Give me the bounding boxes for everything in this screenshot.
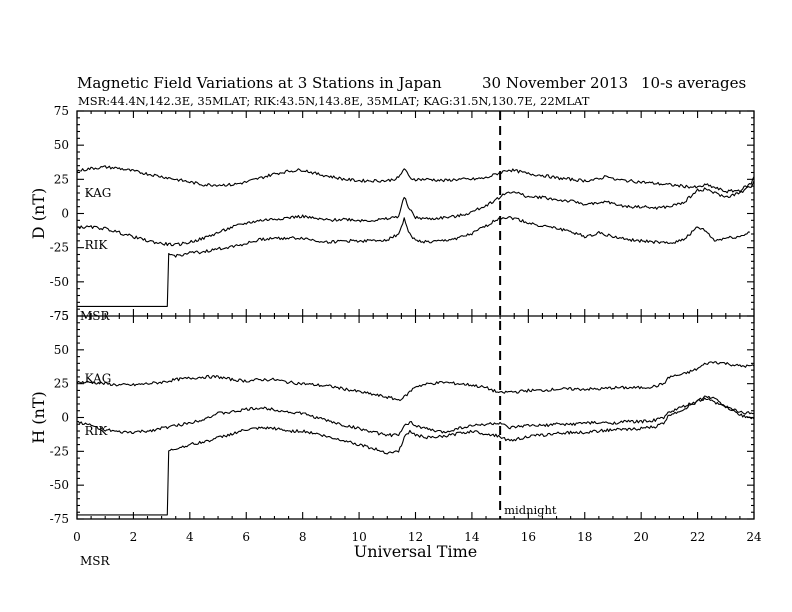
x-tick-label: 0 [73, 530, 81, 544]
x-tick-label: 8 [299, 530, 307, 544]
series-label-rik: RIK [85, 238, 109, 252]
series-label-kag: KAG [85, 371, 112, 385]
series-trace-d-kag [76, 165, 755, 194]
y-tick-label: 0 [61, 207, 69, 221]
y-tick-label: -75 [50, 309, 69, 323]
series-label-rik: RIK [85, 424, 109, 438]
y-tick-label: -25 [50, 444, 69, 458]
y-tick-label: 75 [54, 104, 69, 118]
series-trace-h-rik [77, 395, 755, 516]
y-ticks-h [76, 315, 755, 520]
y-tick-label: 75 [54, 309, 69, 323]
y-tick-label: 0 [61, 411, 69, 425]
y-tick-label: -50 [50, 478, 69, 492]
series-trace-h-kag [76, 361, 755, 402]
chart-title: Magnetic Field Variations at 3 Stations … [77, 74, 442, 92]
x-tick-label: 24 [746, 530, 762, 544]
panel-d-declination: 75 50 25 0 -25 -50 -75 D (nT) KAG RIK [29, 104, 755, 323]
x-tick-label: 22 [690, 530, 705, 544]
y-tick-label: 50 [54, 138, 69, 152]
y-tick-label: -50 [50, 275, 69, 289]
panel-h-horizontal: 75 50 25 0 -25 -50 -75 H (nT) KAG RIK [29, 309, 755, 526]
series-label-kag: KAG [85, 186, 112, 200]
chart-resolution: 10-s averages [641, 74, 746, 92]
x-tick-label: 10 [351, 530, 366, 544]
y-tick-label: -25 [50, 241, 69, 255]
msr-label-d: MSR [80, 309, 111, 323]
y-ticks-d [76, 110, 755, 317]
x-tick-label: 6 [242, 530, 250, 544]
x-tick-label: 2 [130, 530, 138, 544]
x-tick-label: 12 [408, 530, 423, 544]
msr-label-h: MSR [80, 554, 111, 568]
x-tick-label: 14 [464, 530, 480, 544]
y-tick-label: 25 [54, 172, 69, 186]
stations-subtitle: MSR:44.4N,142.3E, 35MLAT; RIK:43.5N,143.… [78, 94, 590, 108]
x-tick-label: 16 [521, 530, 536, 544]
y-tick-label: 25 [54, 377, 69, 391]
x-axis-title: Universal Time [354, 542, 477, 561]
x-tick-label: 4 [186, 530, 194, 544]
y-tick-label: 50 [54, 343, 69, 357]
chart-date: 30 November 2013 [482, 74, 628, 92]
x-tick-label: 18 [577, 530, 592, 544]
x-tick-label: 20 [634, 530, 649, 544]
series-trace-d-rik [77, 216, 750, 307]
y-axis-title-h: H (nT) [29, 391, 48, 444]
midnight-label: midnight [504, 503, 557, 517]
y-tick-label: -75 [50, 512, 69, 526]
y-axis-title-d: D (nT) [29, 188, 48, 239]
series-trace-d-unlabeled [76, 180, 755, 247]
x-axis: 0 2 4 6 8 10 12 14 16 18 20 22 24 [73, 530, 762, 544]
series-trace-h-unlabeled [76, 397, 755, 438]
